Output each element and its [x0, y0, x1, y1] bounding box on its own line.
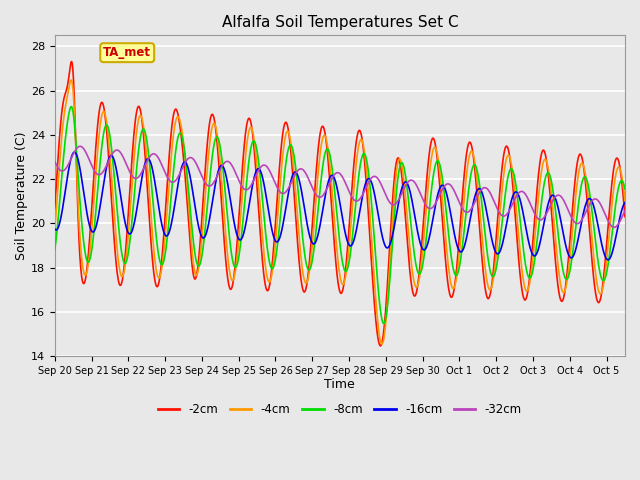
- Y-axis label: Soil Temperature (C): Soil Temperature (C): [15, 132, 28, 260]
- Title: Alfalfa Soil Temperatures Set C: Alfalfa Soil Temperatures Set C: [221, 15, 458, 30]
- X-axis label: Time: Time: [324, 379, 355, 392]
- Legend: -2cm, -4cm, -8cm, -16cm, -32cm: -2cm, -4cm, -8cm, -16cm, -32cm: [153, 398, 527, 420]
- Text: TA_met: TA_met: [103, 46, 151, 59]
